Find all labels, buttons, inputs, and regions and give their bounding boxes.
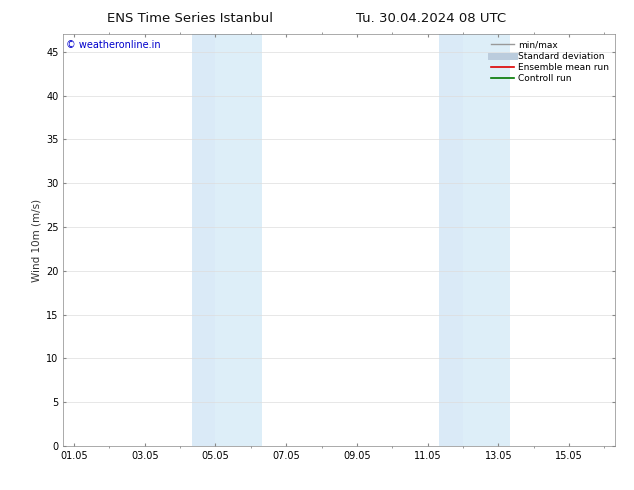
Legend: min/max, Standard deviation, Ensemble mean run, Controll run: min/max, Standard deviation, Ensemble me…	[489, 39, 611, 85]
Text: ENS Time Series Istanbul: ENS Time Series Istanbul	[107, 12, 273, 25]
Bar	[191, 34, 216, 446]
Y-axis label: Wind 10m (m/s): Wind 10m (m/s)	[32, 198, 42, 282]
Bar	[439, 34, 463, 446]
Bar	[463, 34, 510, 446]
Text: Tu. 30.04.2024 08 UTC: Tu. 30.04.2024 08 UTC	[356, 12, 506, 25]
Text: © weatheronline.in: © weatheronline.in	[66, 41, 161, 50]
Bar	[216, 34, 262, 446]
